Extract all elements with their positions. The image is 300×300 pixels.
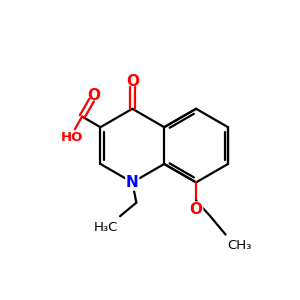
Text: O: O: [190, 202, 202, 217]
Text: O: O: [126, 74, 139, 89]
Text: CH₃: CH₃: [227, 239, 251, 252]
Text: H₃C: H₃C: [94, 220, 118, 234]
Text: O: O: [88, 88, 101, 103]
Text: HO: HO: [60, 130, 83, 144]
Text: N: N: [126, 175, 139, 190]
